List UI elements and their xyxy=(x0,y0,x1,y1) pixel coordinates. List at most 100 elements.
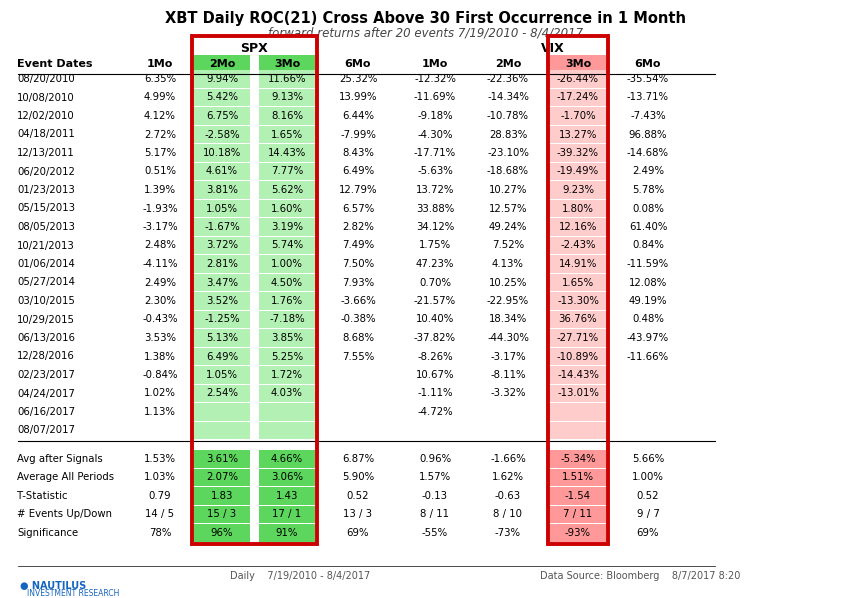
Bar xyxy=(550,450,605,468)
Bar xyxy=(259,126,314,144)
Bar xyxy=(259,311,314,328)
Text: 3.19%: 3.19% xyxy=(271,222,302,232)
Text: -13.30%: -13.30% xyxy=(556,296,598,306)
Text: -1.66%: -1.66% xyxy=(490,454,526,464)
Text: 6.35%: 6.35% xyxy=(144,74,176,84)
Bar xyxy=(259,144,314,161)
Text: 14 / 5: 14 / 5 xyxy=(146,509,175,519)
Text: 12.79%: 12.79% xyxy=(338,185,377,195)
Bar xyxy=(193,126,250,144)
Text: 01/06/2014: 01/06/2014 xyxy=(17,259,75,269)
Text: -1.93%: -1.93% xyxy=(142,203,177,213)
Text: 6.49%: 6.49% xyxy=(342,166,374,176)
Bar xyxy=(193,292,250,310)
Text: 6.75%: 6.75% xyxy=(205,111,238,121)
Bar xyxy=(259,255,314,273)
Text: -1.54: -1.54 xyxy=(564,491,590,501)
Text: 4.66%: 4.66% xyxy=(271,454,302,464)
Text: 91%: 91% xyxy=(275,528,298,538)
Bar xyxy=(193,70,250,88)
Text: 7 / 11: 7 / 11 xyxy=(563,509,592,519)
Bar xyxy=(193,403,250,421)
Text: 02/23/2017: 02/23/2017 xyxy=(17,370,75,380)
Text: 7.49%: 7.49% xyxy=(342,240,374,251)
Text: 01/23/2013: 01/23/2013 xyxy=(17,185,75,195)
Bar xyxy=(259,385,314,402)
Text: 0.70%: 0.70% xyxy=(418,277,451,288)
Bar xyxy=(550,385,605,402)
Text: -8.11%: -8.11% xyxy=(490,370,525,380)
Text: 61.40%: 61.40% xyxy=(628,222,666,232)
Text: 0.96%: 0.96% xyxy=(418,454,451,464)
Text: 78%: 78% xyxy=(148,528,171,538)
Bar xyxy=(550,524,605,542)
Bar xyxy=(550,274,605,291)
Bar xyxy=(193,200,250,217)
Bar xyxy=(550,70,605,88)
Text: 13.27%: 13.27% xyxy=(558,130,596,139)
Text: 3.06%: 3.06% xyxy=(271,472,302,482)
Text: 11.66%: 11.66% xyxy=(268,74,306,84)
Text: 12/13/2011: 12/13/2011 xyxy=(17,148,75,158)
Text: 10.40%: 10.40% xyxy=(416,315,453,325)
Text: 9.23%: 9.23% xyxy=(561,185,593,195)
Text: 1Mo: 1Mo xyxy=(147,59,173,69)
Text: 12.08%: 12.08% xyxy=(628,277,666,288)
Bar xyxy=(259,487,314,505)
Text: 1.38%: 1.38% xyxy=(144,352,176,362)
Text: T-Statistic: T-Statistic xyxy=(17,491,67,501)
Text: 5.90%: 5.90% xyxy=(342,472,374,482)
Text: 7.77%: 7.77% xyxy=(271,166,302,176)
Bar xyxy=(193,311,250,328)
Text: 6.49%: 6.49% xyxy=(205,352,238,362)
Bar xyxy=(550,311,605,328)
Bar xyxy=(259,107,314,125)
Text: 4.61%: 4.61% xyxy=(206,166,238,176)
Bar xyxy=(550,89,605,106)
Bar xyxy=(550,218,605,236)
Text: 10/29/2015: 10/29/2015 xyxy=(17,315,75,325)
Bar xyxy=(193,237,250,254)
Bar xyxy=(193,55,250,73)
Text: 10/21/2013: 10/21/2013 xyxy=(17,240,75,251)
Text: 0.08%: 0.08% xyxy=(631,203,663,213)
Text: 1.75%: 1.75% xyxy=(418,240,451,251)
Text: -37.82%: -37.82% xyxy=(413,333,456,343)
Text: 36.76%: 36.76% xyxy=(558,315,596,325)
Text: 2.07%: 2.07% xyxy=(206,472,238,482)
Bar xyxy=(193,144,250,161)
Text: 96%: 96% xyxy=(210,528,233,538)
Text: -11.69%: -11.69% xyxy=(413,93,456,102)
Text: -0.63: -0.63 xyxy=(494,491,521,501)
Bar xyxy=(550,329,605,347)
Text: 1.02%: 1.02% xyxy=(144,389,176,398)
Text: -10.78%: -10.78% xyxy=(486,111,528,121)
Text: 6Mo: 6Mo xyxy=(634,59,660,69)
Bar xyxy=(193,107,250,125)
Bar xyxy=(193,348,250,365)
Text: 8.43%: 8.43% xyxy=(342,148,373,158)
Text: 6.87%: 6.87% xyxy=(342,454,374,464)
Text: -2.43%: -2.43% xyxy=(560,240,595,251)
Text: Daily    7/19/2010 - 8/4/2017: Daily 7/19/2010 - 8/4/2017 xyxy=(229,571,370,581)
Text: -39.32%: -39.32% xyxy=(556,148,598,158)
Bar xyxy=(550,126,605,144)
Text: 3.47%: 3.47% xyxy=(206,277,238,288)
Bar xyxy=(193,450,250,468)
Text: -23.10%: -23.10% xyxy=(486,148,528,158)
Text: 1.60%: 1.60% xyxy=(271,203,302,213)
Bar xyxy=(259,329,314,347)
Text: 0.84%: 0.84% xyxy=(631,240,663,251)
Bar xyxy=(193,422,250,440)
Text: 7.55%: 7.55% xyxy=(342,352,374,362)
Text: 06/16/2017: 06/16/2017 xyxy=(17,407,75,417)
Text: -18.68%: -18.68% xyxy=(486,166,528,176)
Text: 2.49%: 2.49% xyxy=(144,277,176,288)
Text: 13 / 3: 13 / 3 xyxy=(343,509,372,519)
Text: 4.99%: 4.99% xyxy=(144,93,176,102)
Bar xyxy=(259,274,314,291)
Bar xyxy=(259,163,314,180)
Text: -2.58%: -2.58% xyxy=(204,130,239,139)
Text: -13.01%: -13.01% xyxy=(556,389,598,398)
Text: -17.24%: -17.24% xyxy=(556,93,598,102)
